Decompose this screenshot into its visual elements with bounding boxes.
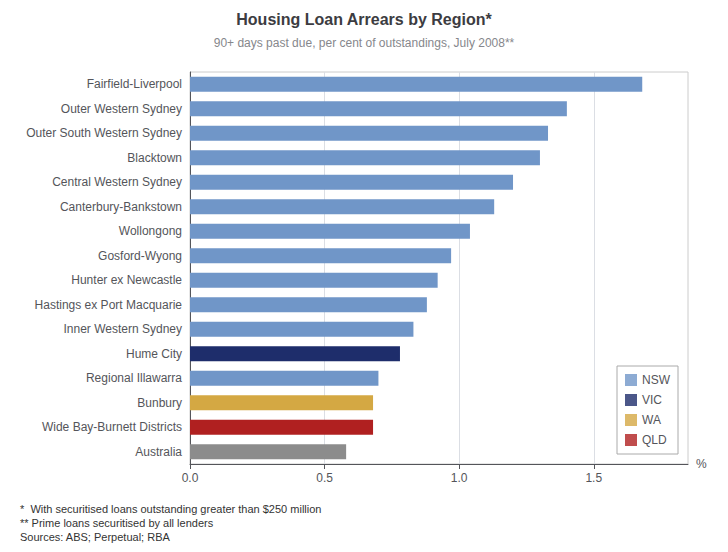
- svg-text:0.0: 0.0: [182, 471, 199, 485]
- svg-text:Inner Western Sydney: Inner Western Sydney: [63, 322, 182, 336]
- svg-text:%: %: [696, 457, 707, 471]
- svg-text:Wollongong: Wollongong: [119, 224, 182, 238]
- svg-text:Blacktown: Blacktown: [127, 151, 182, 165]
- svg-text:Regional Illawarra: Regional Illawarra: [86, 371, 182, 385]
- svg-text:Gosford-Wyong: Gosford-Wyong: [98, 249, 182, 263]
- svg-text:NSW: NSW: [642, 373, 671, 387]
- svg-text:Hastings ex Port Macquarie: Hastings ex Port Macquarie: [35, 298, 183, 312]
- svg-text:Bunbury: Bunbury: [137, 396, 182, 410]
- svg-text:WA: WA: [642, 413, 661, 427]
- svg-text:* With securitised loans outs: * With securitised loans outstanding gre…: [20, 503, 321, 515]
- svg-text:1.0: 1.0: [451, 471, 468, 485]
- svg-text:** Prime loans securitised by: ** Prime loans securitised by all lender…: [20, 517, 214, 529]
- svg-text:0.5: 0.5: [316, 471, 333, 485]
- svg-text:Canterbury-Bankstown: Canterbury-Bankstown: [60, 200, 182, 214]
- svg-text:Central Western Sydney: Central Western Sydney: [52, 175, 182, 189]
- svg-text:90+ days past due, per cent of: 90+ days past due, per cent of outstandi…: [214, 36, 515, 50]
- svg-text:Hume City: Hume City: [126, 347, 182, 361]
- svg-text:QLD: QLD: [642, 433, 667, 447]
- svg-text:Housing Loan Arrears by Region: Housing Loan Arrears by Region*: [236, 11, 492, 28]
- svg-text:Outer Western Sydney: Outer Western Sydney: [61, 102, 182, 116]
- svg-text:Outer South Western Sydney: Outer South Western Sydney: [26, 126, 182, 140]
- svg-text:Hunter ex Newcastle: Hunter ex Newcastle: [71, 273, 182, 287]
- svg-text:1.5: 1.5: [585, 471, 602, 485]
- svg-text:Fairfield-Liverpool: Fairfield-Liverpool: [87, 77, 182, 91]
- svg-text:Wide Bay-Burnett Districts: Wide Bay-Burnett Districts: [42, 420, 182, 434]
- svg-text:Sources: ABS; Perpetual; RBA: Sources: ABS; Perpetual; RBA: [20, 531, 170, 543]
- svg-text:VIC: VIC: [642, 393, 662, 407]
- svg-text:Australia: Australia: [135, 445, 182, 459]
